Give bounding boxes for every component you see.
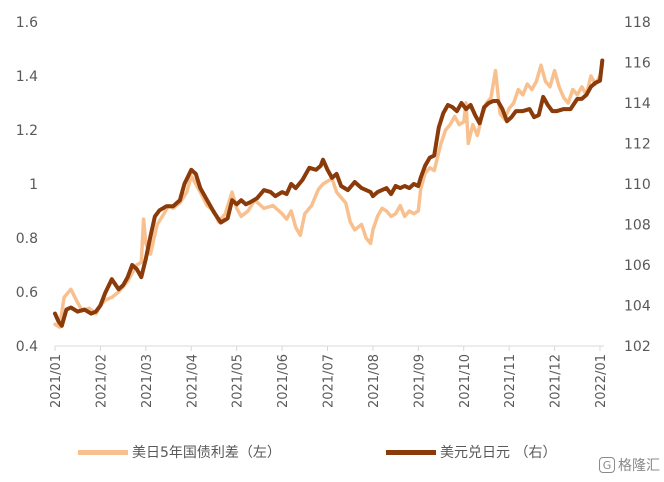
x-axis: 2021/01 2021/02 2021/03 2021/04 2021/05 2021/… (49, 346, 609, 408)
right-y-tick-label: 114 (624, 96, 651, 112)
watermark: G 格隆汇 (599, 455, 660, 475)
legend-swatch-spread (78, 449, 128, 455)
x-tick-label: 2021/04 (185, 354, 200, 408)
right-y-tick-label: 112 (624, 137, 651, 153)
chart-svg: 0.4 0.6 0.8 1 1.2 1.4 1.6 102 104 106 108 110 112 11… (16, 15, 651, 408)
x-tick-label: 2021/05 (231, 354, 246, 408)
left-y-tick-label: 1.6 (16, 15, 38, 31)
right-y-tick-label: 104 (624, 299, 651, 315)
right-y-tick-label: 108 (624, 218, 651, 234)
legend-label-usdjpy: 美元兑日元 （右） (440, 445, 557, 461)
right-y-tick-label: 102 (624, 339, 651, 355)
x-tick-label: 2021/10 (458, 354, 473, 408)
watermark-text: 格隆汇 (618, 458, 660, 474)
left-y-tick-label: 0.6 (16, 285, 38, 301)
right-y-tick-label: 116 (624, 56, 651, 72)
left-y-tick-label: 0.8 (16, 231, 38, 247)
x-tick-label: 2021/03 (140, 354, 155, 408)
left-y-tick-label: 0.4 (16, 339, 38, 355)
left-y-tick-label: 1.4 (16, 69, 38, 85)
x-tick-label: 2021/06 (276, 354, 291, 408)
x-tick-label: 2021/07 (322, 354, 337, 408)
x-tick-label: 2021/08 (367, 354, 382, 408)
right-y-tick-label: 110 (624, 177, 651, 193)
legend-item-spread: 美日5年国债利差（左） (78, 440, 281, 464)
right-y-tick-label: 118 (624, 15, 651, 31)
series-line-spread (53, 63, 605, 329)
x-tick-label: 2021/12 (549, 354, 564, 408)
x-tick-label: 2021/01 (49, 354, 64, 408)
legend-label-spread: 美日5年国债利差（左） (132, 445, 281, 461)
x-tick-label: 2022/01 (594, 354, 609, 408)
series-layer (53, 58, 605, 329)
right-y-axis: 102 104 106 108 110 112 114 116 118 (624, 15, 651, 355)
left-y-axis: 0.4 0.6 0.8 1 1.2 1.4 1.6 (16, 15, 38, 355)
left-y-tick-label: 1.2 (16, 123, 38, 139)
legend: 美日5年国债利差（左） 美元兑日元 （右） (0, 440, 664, 464)
x-tick-label: 2021/11 (503, 354, 518, 408)
x-tick-label: 2021/09 (412, 354, 427, 408)
legend-item-usdjpy: 美元兑日元 （右） (386, 440, 556, 464)
left-y-tick-label: 1 (29, 177, 38, 193)
legend-swatch-usdjpy (386, 449, 436, 455)
x-tick-label: 2021/02 (94, 354, 109, 408)
series-line-usdjpy (53, 58, 605, 328)
right-y-tick-label: 106 (624, 258, 651, 274)
gelonghui-logo-icon: G (599, 457, 615, 473)
